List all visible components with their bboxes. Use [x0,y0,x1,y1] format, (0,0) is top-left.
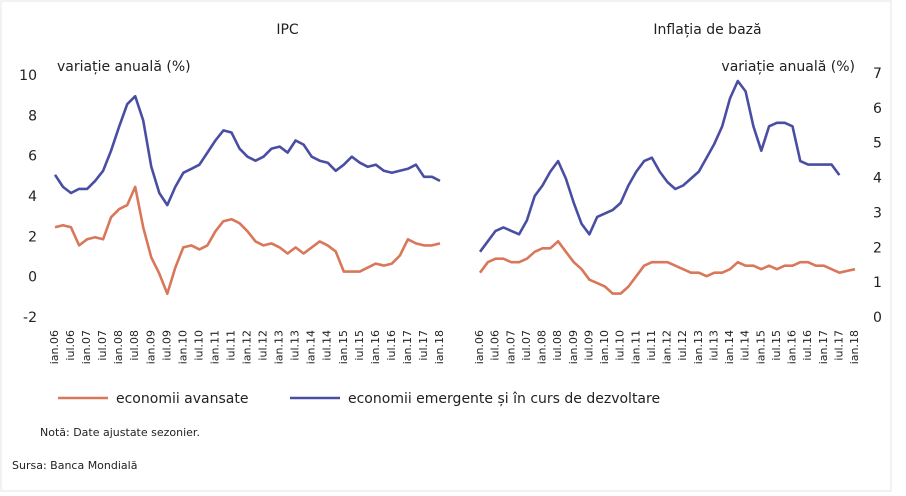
y-tick-label: 2 [28,229,37,245]
x-tick-label: ian.15 [337,330,350,364]
x-tick-label: ian.10 [176,330,189,364]
x-tick-label: iul.10 [192,330,205,361]
x-tick-label: iul.07 [96,330,109,361]
x-tick-label: ian.17 [817,330,830,364]
x-tick-label: iul.13 [707,330,720,361]
x-tick-label: iul.11 [224,330,237,361]
y-tick-label: 3 [873,205,882,221]
x-tick-label: iul.09 [582,330,595,361]
y-tick-label: -2 [23,310,37,326]
y-tick-label: 2 [873,240,882,256]
y-tick-label: 5 [873,136,882,152]
y-tick-label: 8 [28,108,37,124]
x-tick-label: ian.08 [112,330,125,364]
x-tick-label: iul.16 [801,330,814,361]
source: Sursa: Banca Mondială [12,459,137,472]
y-tick-label: 0 [28,270,37,286]
x-tick-label: iul.13 [289,330,302,361]
x-tick-label: iul.06 [489,330,502,361]
x-tick-label: iul.14 [321,330,334,361]
x-tick-label: ian.07 [80,330,93,364]
series-line [478,79,841,253]
series-line [54,185,441,296]
x-tick-label: iul.08 [128,330,141,361]
x-tick-label: ian.09 [144,330,157,364]
y-axis-label: variație anuală (%) [57,59,191,75]
x-tick-label: ian.14 [723,330,736,364]
x-tick-label: ian.08 [536,330,549,364]
x-tick-label: ian.06 [48,330,61,364]
x-tick-label: iul.09 [160,330,173,361]
y-tick-label: 1 [873,275,882,291]
x-tick-label: iul.15 [770,330,783,361]
y-tick-label: 0 [873,310,882,326]
x-tick-label: ian.13 [692,330,705,364]
x-tick-label: iul.16 [385,330,398,361]
x-tick-label: ian.10 [598,330,611,364]
x-tick-label: iul.10 [614,330,627,361]
x-tick-label: ian.12 [241,330,254,364]
chart-title: Inflația de bază [653,22,761,38]
series-line [53,94,441,207]
x-tick-label: iul.14 [739,330,752,361]
x-tick-label: ian.18 [848,330,861,364]
y-tick-label: 4 [28,189,37,205]
note: Notă: Date ajustate sezonier. [40,426,200,439]
x-tick-label: ian.11 [208,330,221,364]
x-tick-label: ian.06 [473,330,486,364]
x-tick-label: iul.07 [520,330,533,361]
y-tick-label: 6 [28,149,37,165]
legend-label: economii avansate [116,391,248,407]
y-tick-label: 10 [19,68,37,84]
x-tick-label: ian.16 [369,330,382,364]
y-tick-label: 4 [873,171,882,187]
x-tick-label: ian.13 [273,330,286,364]
y-tick-label: 6 [873,101,882,117]
legend-label: economii emergente și în curs de dezvolt… [348,391,660,407]
x-tick-label: ian.14 [305,330,318,364]
x-tick-label: ian.11 [629,330,642,364]
x-tick-label: ian.18 [433,330,446,364]
x-tick-label: ian.17 [401,330,414,364]
x-tick-label: iul.08 [551,330,564,361]
legend: economii avansate economii emergente și î… [58,391,660,407]
x-tick-label: iul.06 [64,330,77,361]
x-tick-label: ian.15 [754,330,767,364]
y-tick-label: 7 [873,66,882,82]
x-tick-label: iul.17 [417,330,430,361]
x-tick-label: iul.12 [676,330,689,361]
x-tick-label: ian.16 [786,330,799,364]
x-tick-label: ian.12 [661,330,674,364]
y-axis-label: variație anuală (%) [721,59,855,75]
x-tick-label: ian.07 [504,330,517,364]
x-tick-label: ian.09 [567,330,580,364]
x-tick-label: iul.17 [832,330,845,361]
frame [0,0,892,492]
chart-title: IPC [276,22,299,38]
x-tick-label: iul.12 [257,330,270,361]
x-tick-label: iul.15 [353,330,366,361]
x-tick-label: iul.11 [645,330,658,361]
series-line [478,240,856,295]
